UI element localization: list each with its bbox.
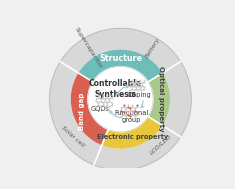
Wedge shape [148, 73, 169, 125]
Text: Supercapacitor: Supercapacitor [74, 26, 103, 69]
Text: Doping: Doping [127, 92, 151, 98]
Text: Functional
group: Functional group [115, 110, 149, 123]
Wedge shape [71, 73, 108, 145]
Text: Electronic property: Electronic property [97, 134, 168, 140]
Text: Optical property: Optical property [158, 66, 164, 132]
Text: Structure: Structure [99, 54, 142, 63]
Text: LCD/LED: LCD/LED [149, 133, 173, 155]
Circle shape [71, 50, 169, 148]
Wedge shape [102, 116, 162, 148]
Wedge shape [79, 50, 162, 82]
Text: Solar cell: Solar cell [60, 125, 85, 148]
Text: Band gap: Band gap [79, 93, 85, 130]
Text: Battery: Battery [144, 37, 161, 59]
Circle shape [50, 28, 191, 170]
Circle shape [88, 67, 153, 132]
Text: Controllable
Synthesis: Controllable Synthesis [89, 79, 142, 99]
Text: GQDs: GQDs [91, 106, 110, 112]
